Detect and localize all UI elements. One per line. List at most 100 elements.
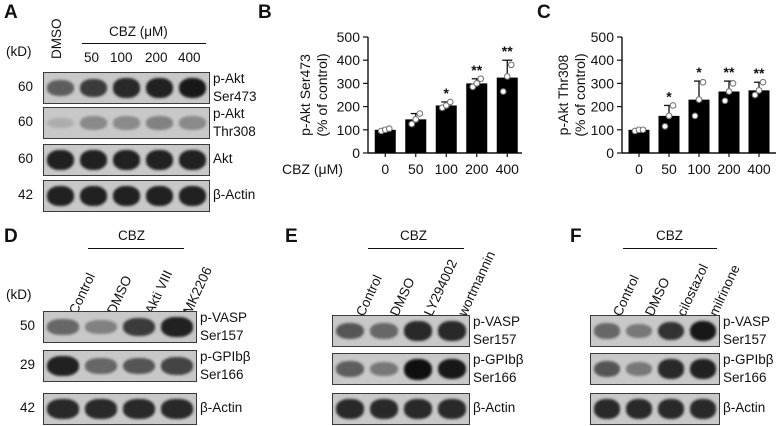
- chart-b-bar-0: [374, 129, 396, 153]
- panel-d-blot-row-1: [43, 350, 197, 382]
- panel-e-band-2-3: [438, 399, 466, 419]
- panel-f-cbz-line: [623, 248, 717, 250]
- panel-a-dose-2: 200: [145, 50, 168, 65]
- panel-f-band-2-0: [593, 399, 621, 419]
- panel-f-blot-row-0: [590, 315, 720, 347]
- panel-d-cbz-label: CBZ: [118, 228, 145, 243]
- panel-e-row-label-line2-0: Ser157: [473, 332, 517, 347]
- panel-d-row-label-line2-0: Ser157: [200, 328, 244, 343]
- panel-d-band-1-1: [85, 358, 117, 374]
- panel-a-letter: A: [4, 2, 18, 23]
- panel-d-row-label-line2-1: Ser166: [200, 367, 244, 382]
- panel-e-band-0-1: [370, 323, 398, 339]
- chart-c-xtick-label-2: 100: [687, 161, 711, 177]
- panel-a-kd-3: 42: [18, 187, 34, 202]
- chart-b-bar-4: [496, 77, 518, 153]
- panel-d-lane-label-0: Control: [66, 270, 98, 317]
- chart-c-point-3-0: [721, 97, 729, 105]
- panel-e-row-label-line2-1: Ser166: [473, 370, 517, 385]
- panel-a-row-label-2: Akt: [213, 151, 233, 166]
- panel-e-band-1-3: [438, 358, 466, 380]
- chart-b-ytick-label-3: 300: [337, 75, 361, 91]
- panel-d-cbz-line: [88, 248, 184, 250]
- chart-b-significance-2: *: [444, 85, 450, 101]
- panel-a-band-0-2: [112, 78, 141, 98]
- panel-f-band-0-2: [657, 321, 685, 341]
- panel-e-lane-label-1: DMSO: [387, 275, 418, 319]
- panel-a-band-2-2: [112, 150, 141, 170]
- panel-f-band-1-2: [657, 359, 685, 379]
- panel-c-letter: C: [537, 2, 551, 23]
- panel-f-cbz-label: CBZ: [656, 228, 683, 243]
- chart-b-point-1-1: [412, 116, 420, 123]
- chart-c-ylabel-line-1: (% of control): [572, 53, 588, 136]
- panel-d-letter: D: [4, 226, 18, 247]
- panel-e-band-2-2: [404, 399, 432, 419]
- panel-e-letter: E: [285, 226, 298, 247]
- panel-e-row-label-1: p-GPIbβ Ser166: [473, 352, 524, 385]
- panel-d-band-2-1: [85, 399, 117, 419]
- panel-e-blot-row-2: [332, 393, 470, 425]
- panel-a-band-2-0: [46, 150, 75, 170]
- panel-e-band-0-3: [438, 321, 466, 341]
- panel-f-lane-label-1: DMSO: [642, 275, 673, 319]
- panel-f-row-label-line1-0: p-VASP: [723, 314, 771, 329]
- panel-e-lane-label-0: Control: [353, 272, 385, 319]
- panel-a-blot-row-2: [43, 144, 210, 176]
- panel-f-blot-row-2: [590, 393, 720, 425]
- panel-d-row-label-1: p-GPIbβ Ser166: [200, 349, 251, 382]
- chart-c-point-1-0: [661, 122, 669, 130]
- panel-a-cbz-label: CBZ (μM): [109, 24, 168, 39]
- chart-b: 0 100 200 300 400 500 0 50 * 100 ** 200 ** 400 p-Akt S…: [282, 29, 522, 177]
- chart-b-ytick-label-4: 400: [337, 52, 361, 68]
- panel-d-band-2-0: [47, 399, 79, 419]
- chart-b-xtick-label-2: 100: [435, 161, 459, 177]
- panel-a-band-3-3: [145, 186, 174, 206]
- chart-b-point-3-2: [477, 75, 485, 83]
- panel-d-lane-label-1: DMSO: [104, 273, 135, 317]
- panel-e-band-2-1: [370, 399, 398, 419]
- chart-b-xtick-label-3: 200: [465, 161, 489, 177]
- panel-d-band-2-2: [123, 399, 155, 419]
- panel-a-band-2-4: [178, 150, 207, 170]
- chart-c-point-4-0: [751, 91, 759, 99]
- chart-b-ylabel-line-1: (% of control): [314, 53, 330, 136]
- chart-b-point-2-2: [446, 98, 454, 106]
- panel-a-band-1-1: [79, 116, 108, 130]
- chart-c-significance-1: *: [666, 88, 672, 104]
- panel-a-band-0-1: [79, 78, 108, 98]
- chart-c-bar-4: [748, 90, 770, 153]
- chart-c-point-2-1: [695, 96, 703, 103]
- chart-c-significance-2: *: [696, 64, 702, 80]
- panel-f-band-2-1: [625, 399, 653, 419]
- panel-f-row-label-line1-1: p-GPIbβ: [723, 352, 774, 367]
- panel-d-row-label-2: β-Actin: [200, 400, 243, 415]
- panel-a-kd-0: 60: [18, 79, 34, 94]
- panel-e-band-0-2: [404, 321, 432, 341]
- panel-a-band-2-3: [145, 150, 174, 170]
- chart-c-xtick-label-4: 400: [747, 161, 771, 177]
- chart-b-bar-3: [466, 83, 488, 153]
- chart-c-point-3-2: [729, 80, 737, 87]
- chart-b-ytick-label-5: 500: [337, 29, 361, 45]
- panel-f-band-2-2: [657, 399, 685, 419]
- panel-a-band-3-1: [79, 186, 108, 206]
- chart-b-ytick-label-1: 100: [337, 122, 361, 138]
- panel-a-band-0-0: [46, 80, 75, 96]
- panel-d-band-1-2: [123, 357, 155, 375]
- chart-b-ylabel-line-0: p-Akt Ser473: [297, 54, 313, 136]
- panel-f-row-label-2: β-Actin: [723, 400, 766, 415]
- panel-a-dmso-label: DMSO: [49, 18, 64, 60]
- panel-b-letter: B: [258, 2, 272, 23]
- panel-f-band-1-3: [689, 359, 717, 379]
- chart-b-significance-3: **: [471, 62, 482, 78]
- chart-c-bar-3: [718, 91, 740, 153]
- chart-c-ytick-label-0: 0: [606, 145, 614, 161]
- panel-a-row-label-line2-0: Ser473: [213, 89, 257, 104]
- chart-b-point-4-2: [507, 61, 515, 69]
- panel-d-band-0-1: [85, 320, 117, 334]
- chart-b-point-1-0: [408, 120, 416, 128]
- chart-c-significance-3: **: [724, 64, 735, 80]
- chart-c-point-4-2: [759, 78, 767, 86]
- panel-d-lane-label-2: Akti VIII: [142, 267, 176, 317]
